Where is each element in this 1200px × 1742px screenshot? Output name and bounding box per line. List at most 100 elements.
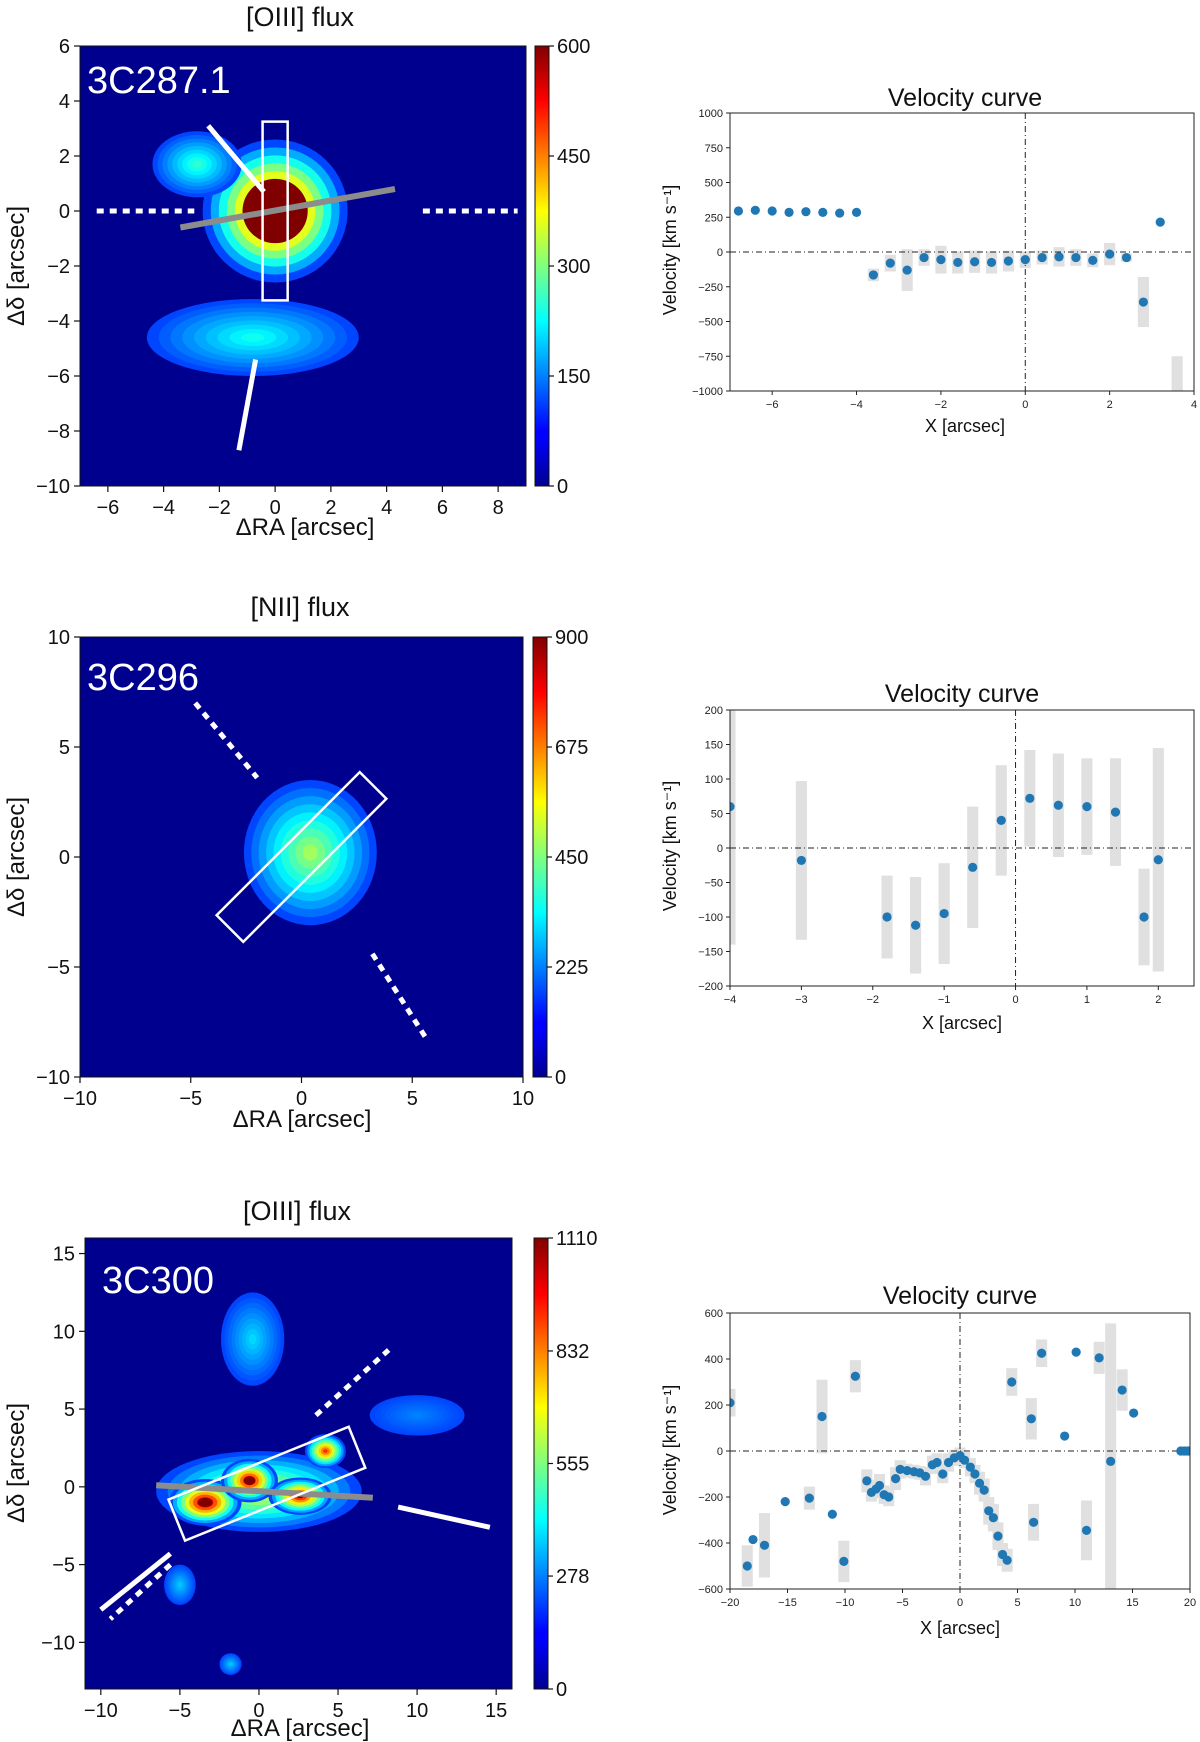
data-point: [1117, 1385, 1127, 1395]
velocity-ytick-label: −500: [698, 317, 723, 329]
data-point: [939, 908, 949, 919]
velocity-xlabel: X [arcsec]: [922, 1013, 1002, 1033]
velocity-ytick-label: −50: [704, 878, 723, 890]
data-point: [817, 1411, 827, 1422]
map-xtick-label: 0: [270, 497, 281, 519]
velocity-ytick-label: 1000: [699, 108, 723, 120]
position-angle-line: [155, 1482, 374, 1501]
data-point: [850, 1371, 860, 1381]
colorbar-tick-label: 450: [555, 847, 588, 869]
overlay-layer: [96, 120, 518, 451]
map-ytick-label: −5: [47, 957, 70, 979]
velocity-xtick-label: 2: [1107, 399, 1113, 411]
data-point: [1139, 912, 1149, 922]
map-ytick-label: 0: [64, 1477, 75, 1499]
dotted-axis-line: [108, 1562, 173, 1621]
velocity-ylabel: Velocity [km s⁻¹]: [660, 1385, 680, 1516]
data-point: [730, 1398, 735, 1408]
velocity-ytick-label: −100: [698, 912, 723, 924]
velocity-plot: −6 −4 −2 0 2 4 −1000 −750 −500 −250 0 250 500 750 1000: [692, 108, 1197, 411]
emission-contour: [323, 1449, 328, 1453]
map-ytick-label: 0: [59, 201, 70, 223]
velocity-xtick-label: −5: [896, 1597, 909, 1609]
velocity-xtick-label: −6: [766, 399, 779, 411]
data-point: [1029, 1517, 1039, 1527]
error-bar: [730, 710, 736, 945]
colorbar-tick-label: 1110: [556, 1228, 598, 1250]
velocity-xtick-label: 0: [1012, 994, 1018, 1006]
data-point: [804, 1493, 814, 1503]
jet-direction-line: [99, 1551, 172, 1612]
panel-3c296: [NII] flux −10 −5 0 5 10−10−5051002254506759…: [3, 592, 1195, 1133]
velocity-xtick-label: −15: [778, 1597, 797, 1609]
map-xtick-label: 10: [406, 1700, 428, 1722]
velocity-xtick-label: 0: [1022, 399, 1028, 411]
data-point: [1026, 1414, 1036, 1424]
slit-box: [166, 1425, 367, 1543]
map-title: [NII] flux: [250, 592, 350, 622]
map-xtick-label: −10: [63, 1088, 97, 1110]
data-point: [882, 912, 892, 922]
velocity-xtick-label: −3: [795, 994, 808, 1006]
velocity-ytick-label: 0: [717, 247, 723, 259]
map-xtick-label: 8: [493, 497, 504, 519]
data-point: [733, 206, 744, 216]
map-title: [OIII] flux: [246, 2, 355, 32]
velocity-xtick-label: −10: [836, 1597, 855, 1609]
colorbar-tick-label: 300: [557, 256, 590, 278]
data-point: [827, 1509, 837, 1519]
data-point: [974, 1478, 985, 1488]
data-point: [1153, 855, 1163, 865]
plot-area: [730, 113, 1194, 391]
data-point: [1129, 1408, 1139, 1418]
map-xtick-label: 4: [381, 497, 392, 519]
map-xtick-label: 2: [325, 497, 336, 519]
data-point: [968, 862, 978, 872]
velocity-ytick-label: 600: [705, 1308, 723, 1320]
data-point: [936, 255, 946, 265]
velocity-plot: −20 −15 −10 −5 0 5 10 15 20 −600 −400 −200 0 200 400 60…: [698, 1308, 1196, 1609]
map-xlabel: ΔRA [arcsec]: [233, 1106, 372, 1133]
velocity-ylabel: Velocity [km s⁻¹]: [660, 781, 680, 912]
velocity-xtick-label: −2: [935, 399, 948, 411]
data-point: [911, 920, 921, 930]
flux-map: −6 −4 −2 0 2 4 6 8 −10 −8 −6 −4 −2 0 2 4 6 0 150 300 450 600: [36, 36, 590, 519]
velocity-ytick-label: 100: [705, 774, 723, 786]
velocity-title: Velocity curve: [888, 84, 1042, 112]
data-point: [996, 815, 1006, 826]
data-point: [891, 1474, 901, 1484]
velocity-ytick-label: −1000: [692, 386, 723, 398]
object-label: 3C287.1: [87, 60, 231, 102]
velocity-ytick-label: 0: [717, 843, 723, 855]
velocity-xlabel: X [arcsec]: [920, 1618, 1000, 1638]
emission-contour: [302, 844, 318, 861]
data-point: [835, 208, 845, 218]
colorbar-tick-label: 675: [555, 737, 588, 759]
data-point: [884, 1492, 894, 1502]
error-bar: [1105, 1323, 1117, 1589]
map-ytick-label: 2: [59, 146, 70, 168]
map-ytick-label: 10: [53, 1321, 75, 1343]
map-xtick-label: 10: [512, 1088, 534, 1110]
data-point: [895, 1464, 905, 1474]
map-frame: [84, 1237, 513, 1690]
velocity-xtick-label: 2: [1155, 994, 1161, 1006]
data-point: [784, 207, 794, 217]
map-ylabel: Δδ [arcsec]: [3, 206, 30, 326]
overlay-layer: [193, 701, 428, 1039]
overlay-layer: [99, 1348, 491, 1621]
data-point: [1138, 297, 1148, 307]
velocity-title: Velocity curve: [883, 1282, 1037, 1310]
data-point: [862, 1476, 872, 1486]
flux-map: −10 −5 0 5 10 15 −10 −5 0 5 10 15 0 278 555 832 1110: [41, 1228, 597, 1722]
velocity-ytick-label: 400: [705, 1354, 723, 1366]
emission-contour: [229, 1662, 232, 1666]
map-ytick-label: −10: [41, 1632, 75, 1654]
data-point: [970, 257, 980, 267]
map-xtick-label: −2: [208, 497, 231, 519]
map-ytick-label: 0: [59, 847, 70, 869]
map-xtick-label: 0: [253, 1700, 264, 1722]
data-point: [851, 207, 862, 217]
map-xtick-label: −4: [152, 497, 175, 519]
data-point: [767, 206, 777, 216]
